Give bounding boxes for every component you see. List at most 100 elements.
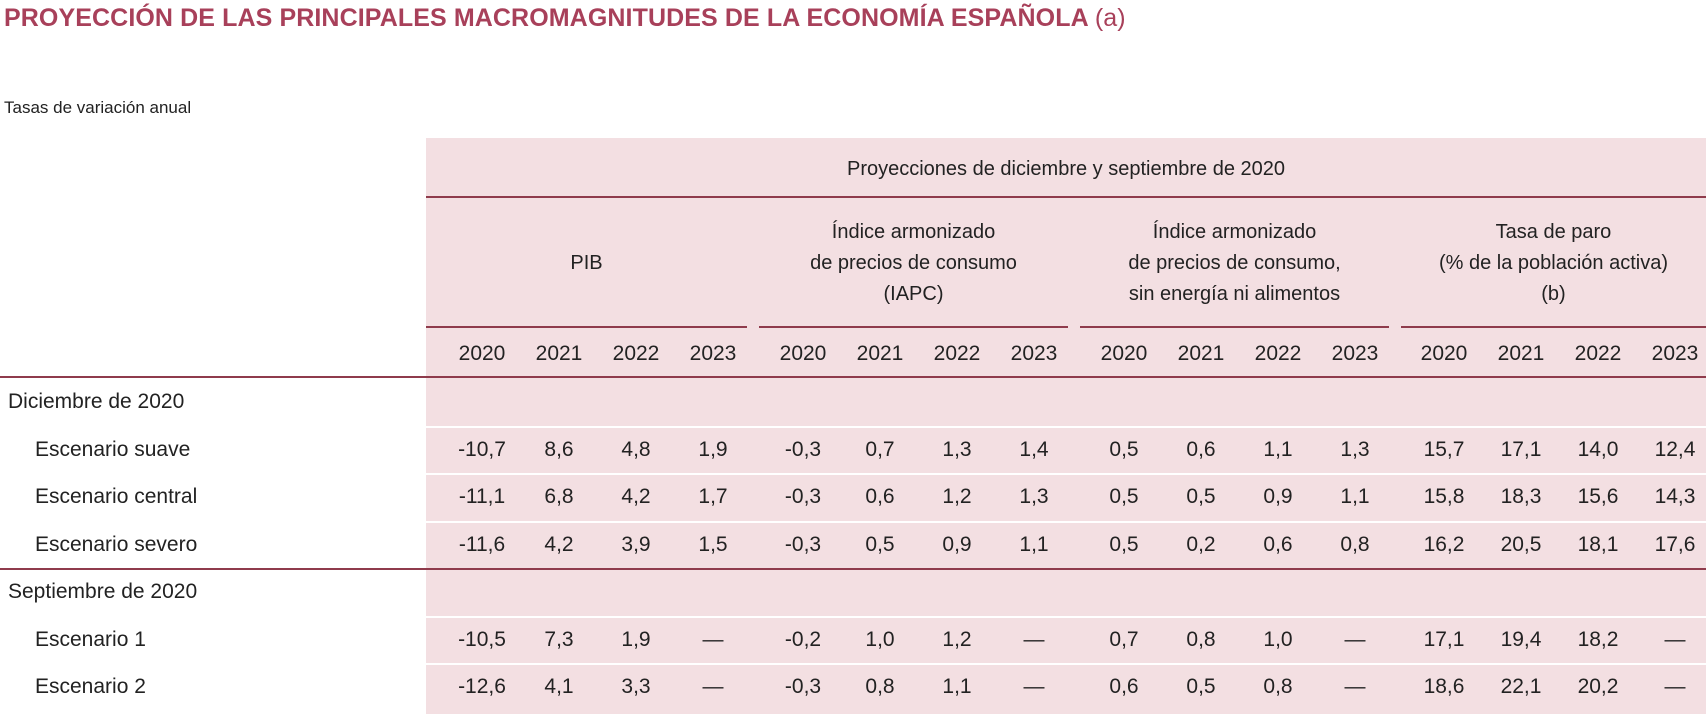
table-cell: 0,6 [865,485,895,508]
table-cell: 12,4 [1654,437,1696,461]
table-cell: 1,9 [698,437,728,461]
year-column-header: 2021 [856,342,904,365]
group-underline [759,326,1068,328]
table-cell: — [702,675,724,698]
scenario-label: Escenario severo [35,532,198,556]
column-group-header: Índice armonizado de precios de consumo (I… [759,217,1068,310]
table-cell: -10,7 [458,437,506,461]
table-cell: 0,6 [1109,675,1139,698]
table-cell: -0,3 [784,437,822,461]
column-group-header-line: PIB [570,252,603,274]
row-separator [0,473,1706,475]
year-column-header: 2020 [1100,342,1148,365]
table-cell: -11,1 [458,485,506,508]
table-cell: -10,5 [458,627,506,651]
table-cell: 0,5 [1186,485,1216,508]
table-cell: 0,2 [1186,532,1216,556]
row-separator [0,425,1706,428]
scenario-label: Escenario suave [35,437,191,461]
table-cell: 1,3 [942,437,972,461]
table-cell: — [1664,675,1686,698]
group-underline [426,326,747,328]
table-cell: -0,2 [784,627,822,651]
projections-header: Proyecciones de diciembre y septiembre d… [846,158,1286,180]
table-cell: 0,5 [1109,532,1139,556]
year-column-header: 2021 [535,342,583,365]
table-cell: — [1344,627,1366,651]
table-cell: -0,3 [784,532,822,556]
table-subtitle: Tasas de variación anual [4,98,192,117]
table-cell: 17,1 [1423,627,1465,651]
section-label: Diciembre de 2020 [8,390,185,413]
table-cell: 16,2 [1423,532,1465,556]
year-column-header: 2020 [1420,342,1468,365]
table-cell: 1,9 [621,627,651,651]
table-cell: 0,5 [1109,485,1139,508]
table-cell: 1,2 [942,485,972,508]
year-column-header: 2020 [779,342,827,365]
table-cell: 15,6 [1577,485,1619,508]
year-column-header: 2023 [689,342,737,365]
table-cell: 1,1 [942,675,972,698]
table-title-note-marker: (a) [1094,4,1126,32]
table-cell: 4,8 [621,437,651,461]
table-cell: 7,3 [544,627,574,651]
table-cell: 0,5 [1186,675,1216,698]
table-cell: 0,8 [865,675,895,698]
table-cell: 1,5 [698,532,728,556]
table-cell: 1,3 [1019,485,1049,508]
table-cell: 1,3 [1340,437,1370,461]
table-cell: — [1023,675,1045,698]
table-cell: 0,6 [1263,532,1293,556]
table-cell: -12,6 [458,675,506,698]
table-cell: -0,3 [784,485,822,508]
scenario-label: Escenario central [35,485,198,508]
table-cell: -11,6 [458,532,506,556]
table-cell: 0,8 [1186,627,1216,651]
table-cell: -0,3 [784,675,822,698]
table-cell: 4,2 [621,485,651,508]
table-cell: 1,7 [698,485,728,508]
table-cell: 0,5 [1109,437,1139,461]
year-column-header: 2020 [458,342,506,365]
column-group-header-line: de precios de consumo [810,252,1017,274]
table-cell: 19,4 [1500,627,1542,651]
table-cell: 1,0 [1263,627,1293,651]
table-cell: 0,9 [942,532,972,556]
column-group-header-line: de precios de consumo, [1128,252,1341,274]
scenario-label: Escenario 1 [35,627,146,651]
row-separator [0,663,1706,665]
table-cell: 1,1 [1263,437,1293,461]
header-bottom-rule [0,376,1706,378]
table-cell: 1,1 [1340,485,1370,508]
table-cell: 4,1 [544,675,574,698]
column-group-header: Tasa de paro (% de la población activa) (b… [1401,217,1706,310]
table-cell: 1,0 [865,627,895,651]
table-cell: 20,5 [1500,532,1542,556]
table-cell: 0,9 [1263,485,1293,508]
header-rule [426,196,1706,198]
year-column-header: 2023 [1651,342,1699,365]
table-cell: 8,6 [544,437,574,461]
column-group-header-line: Índice armonizado [831,221,996,243]
year-column-header: 2021 [1497,342,1545,365]
column-group-header-line: (IAPC) [883,283,944,305]
table-cell: 1,4 [1019,437,1049,461]
table-cell: — [1023,627,1045,651]
year-column-header: 2021 [1177,342,1225,365]
table-cell: 18,2 [1577,627,1619,651]
table-cell: 17,6 [1654,532,1696,556]
year-column-header: 2022 [612,342,660,365]
year-column-header: 2022 [933,342,981,365]
table-cell: 4,2 [544,532,574,556]
table-cell: 6,8 [544,485,574,508]
column-group-header: Índice armonizado de precios de consumo, s… [1080,217,1389,310]
table-cell: — [702,627,724,651]
table-cell: 0,5 [865,532,895,556]
table-cell: 3,9 [621,532,651,556]
group-underline [1080,326,1389,328]
column-group-header-line: Tasa de paro [1495,221,1612,243]
table-title: PROYECCIÓN DE LAS PRINCIPALES MACROMAGNI… [4,4,1126,33]
section-label: Septiembre de 2020 [8,580,198,603]
column-group-header-line: (b) [1541,283,1566,305]
